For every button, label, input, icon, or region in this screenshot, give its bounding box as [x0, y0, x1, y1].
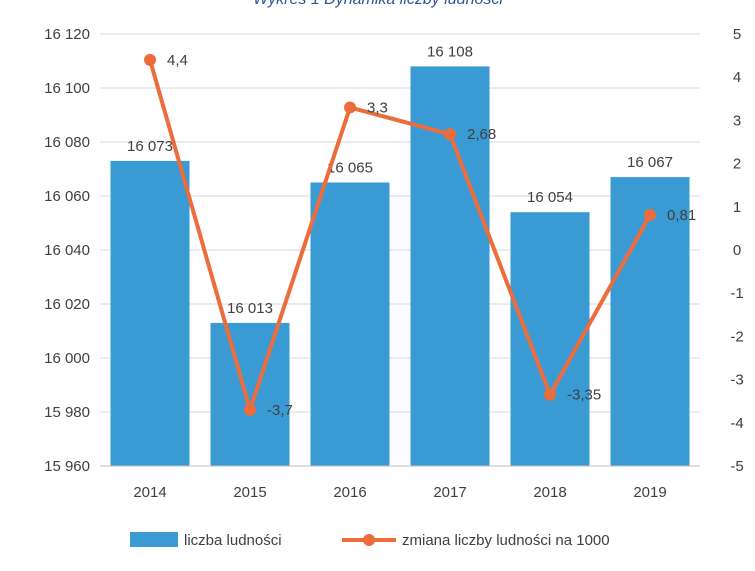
bar-data-labels: 16 073 16 013 16 065 16 108 16 054 16 067: [127, 43, 673, 317]
legend-swatch-bar: [130, 532, 178, 547]
chart-title: Wykres 1 Dynamika liczby ludności: [253, 0, 503, 8]
line-point: [444, 128, 456, 141]
bar: [210, 322, 290, 466]
left-y-axis: 16 120 16 100 16 080 16 060 16 040 16 020 16 0…: [44, 26, 90, 475]
line-data-label: -3,35: [567, 387, 601, 404]
legend: liczba ludności zmiana liczby ludności n…: [130, 532, 610, 549]
right-axis-tick-label: -4: [730, 415, 743, 432]
line-point: [244, 403, 256, 416]
line-series: [144, 53, 656, 416]
line-data-label: 4,4: [167, 52, 188, 69]
right-axis-tick-label: -2: [730, 328, 743, 345]
left-axis-tick-label: 16 040: [44, 242, 90, 259]
x-axis-tick-label: 2014: [133, 484, 166, 501]
x-axis-tick-label: 2019: [633, 484, 666, 501]
bar-data-label: 16 108: [427, 43, 473, 60]
right-axis-tick-label: 5: [733, 26, 741, 43]
bar-data-label: 16 054: [527, 189, 573, 206]
line-data-labels: 4,4 -3,7 3,3 2,68 -3,35 0,81: [167, 52, 696, 419]
x-axis-tick-label: 2017: [433, 484, 466, 501]
bar-series: [110, 66, 690, 467]
right-axis-tick-label: 2: [733, 156, 741, 173]
bar: [510, 212, 590, 466]
right-axis-tick-label: -1: [730, 285, 743, 302]
right-axis-tick-label: -5: [730, 458, 743, 475]
left-axis-tick-label: 16 060: [44, 188, 90, 205]
left-axis-tick-label: 15 960: [44, 458, 90, 475]
left-axis-tick-label: 16 000: [44, 350, 90, 367]
bar: [610, 177, 690, 466]
legend-label-bar: liczba ludności: [184, 532, 282, 549]
right-axis-tick-label: 3: [733, 112, 741, 129]
left-axis-tick-label: 16 100: [44, 80, 90, 97]
bar-data-label: 16 067: [627, 154, 673, 171]
legend-label-line: zmiana liczby ludności na 1000: [402, 532, 610, 549]
legend-swatch-marker: [363, 534, 375, 546]
line-point: [644, 209, 656, 222]
line-point: [544, 388, 556, 401]
left-axis-tick-label: 16 080: [44, 134, 90, 151]
x-axis: 2014 2015 2016 2017 2018 2019: [100, 465, 700, 501]
left-axis-tick-label: 15 980: [44, 404, 90, 421]
bar: [310, 182, 390, 466]
bar-data-label: 16 013: [227, 300, 273, 317]
left-axis-tick-label: 16 020: [44, 296, 90, 313]
bar-data-label: 16 073: [127, 138, 173, 155]
right-y-axis: 5 4 3 2 1 0 -1 -2 -3 -4 -5: [730, 26, 743, 475]
right-axis-tick-label: 0: [733, 242, 741, 259]
x-axis-tick-label: 2015: [233, 484, 266, 501]
bar-data-label: 16 065: [327, 160, 373, 177]
right-axis-tick-label: 1: [733, 199, 741, 216]
x-axis-tick-label: 2018: [533, 484, 566, 501]
line-point: [344, 101, 356, 114]
bar: [110, 160, 190, 466]
line-series-path: [148, 59, 652, 412]
line-data-label: 3,3: [367, 99, 388, 116]
x-axis-tick-label: 2016: [333, 484, 366, 501]
line-point: [144, 53, 156, 66]
right-axis-tick-label: 4: [733, 69, 741, 86]
line-data-label: -3,7: [267, 402, 293, 419]
line-data-label: 2,68: [467, 126, 496, 143]
left-axis-tick-label: 16 120: [44, 26, 90, 43]
right-axis-tick-label: -3: [730, 372, 743, 389]
line-data-label: 0,81: [667, 207, 696, 224]
